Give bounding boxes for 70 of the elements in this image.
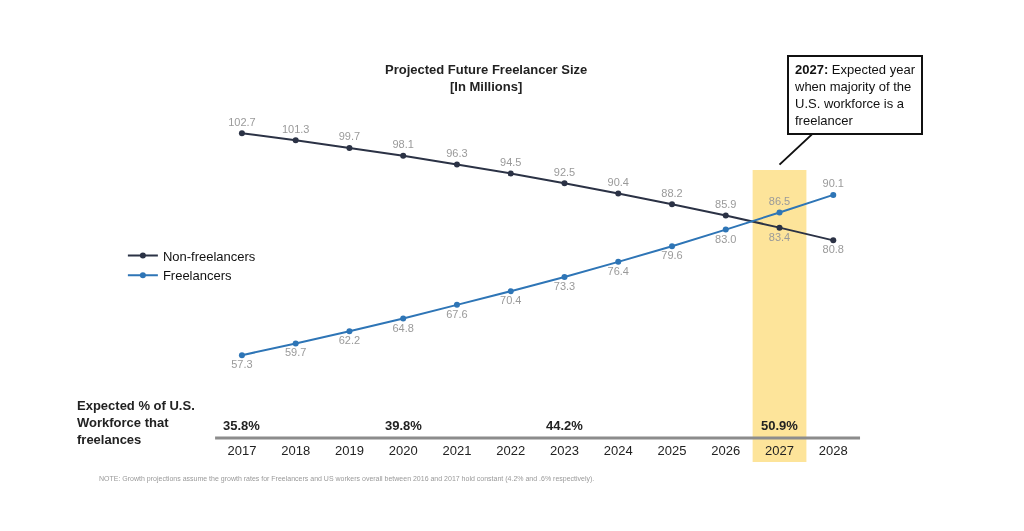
point <box>669 243 675 250</box>
point <box>238 130 245 137</box>
data-label: 90.1 <box>822 177 844 190</box>
point <box>453 161 460 168</box>
point <box>507 288 514 295</box>
data-label: 57.3 <box>231 358 253 371</box>
data-label: 88.2 <box>661 186 683 199</box>
point <box>615 258 622 265</box>
point <box>561 274 568 281</box>
chart-title: Projected Future Freelancer Size <box>385 62 588 77</box>
data-label: 90.4 <box>607 175 629 188</box>
point <box>453 301 460 308</box>
data-label: 62.2 <box>338 334 361 347</box>
point <box>292 137 299 144</box>
data-label: 67.6 <box>446 307 468 320</box>
point <box>776 224 783 231</box>
x-tick-label: 2025 <box>657 442 687 458</box>
point <box>561 180 568 187</box>
point <box>669 201 675 208</box>
point <box>346 328 353 335</box>
point <box>722 226 729 233</box>
point <box>507 170 514 177</box>
data-label: 94.5 <box>500 155 522 168</box>
data-label: 101.3 <box>281 122 310 135</box>
x-tick-label: 2020 <box>388 442 418 458</box>
x-tick-label: 2017 <box>227 442 257 458</box>
point <box>238 352 245 359</box>
point <box>830 237 837 244</box>
x-tick-label: 2026 <box>711 442 741 458</box>
text: Expected % of U.S. Workforce that freelances <box>77 398 195 447</box>
data-label: 79.6 <box>661 249 683 262</box>
data-label: 92.5 <box>553 165 576 178</box>
text: 44.2% <box>546 418 584 433</box>
x-tick-label: 2018 <box>281 442 311 458</box>
point <box>292 340 299 347</box>
data-label: 102.7 <box>228 115 256 128</box>
data-label: 64.8 <box>392 321 414 334</box>
data-label: 59.7 <box>284 346 307 359</box>
point <box>400 152 407 159</box>
text: 39.8% <box>385 418 423 433</box>
x-tick-label: 2023 <box>550 442 579 458</box>
point <box>722 212 729 219</box>
data-label: 98.1 <box>392 138 414 151</box>
point <box>776 209 783 216</box>
data-label: 83.0 <box>715 232 737 245</box>
text: 2027: Expected year when majority of the U.S. workforce is a freelancer <box>794 62 916 128</box>
data-label: 80.8 <box>822 243 844 256</box>
chart-subtitle: [In Millions] <box>450 78 523 94</box>
data-label: 86.5 <box>768 194 791 207</box>
point <box>400 315 407 322</box>
point <box>346 144 353 151</box>
legend-label: Non-freelancers <box>162 248 256 264</box>
data-label: 76.4 <box>607 264 629 277</box>
point <box>615 190 622 197</box>
x-tick-label: 2027 <box>765 442 794 458</box>
data-label: 70.4 <box>500 294 522 307</box>
x-tick-label: 2024 <box>603 442 633 458</box>
data-label: 85.9 <box>715 197 737 210</box>
data-label: 73.3 <box>553 280 576 293</box>
data-label: 96.3 <box>446 147 468 160</box>
x-tick-label: 2022 <box>496 442 526 458</box>
data-label: 99.7 <box>338 130 361 143</box>
x-tick-label: 2028 <box>818 442 848 458</box>
legend-label: Freelancers <box>162 268 233 284</box>
text: 50.9% <box>761 418 799 433</box>
x-tick-label: 2019 <box>334 442 364 458</box>
x-tick-label: 2021 <box>442 442 472 458</box>
data-label: 83.4 <box>768 230 791 243</box>
text: 35.8% <box>223 418 261 433</box>
point <box>830 191 837 198</box>
